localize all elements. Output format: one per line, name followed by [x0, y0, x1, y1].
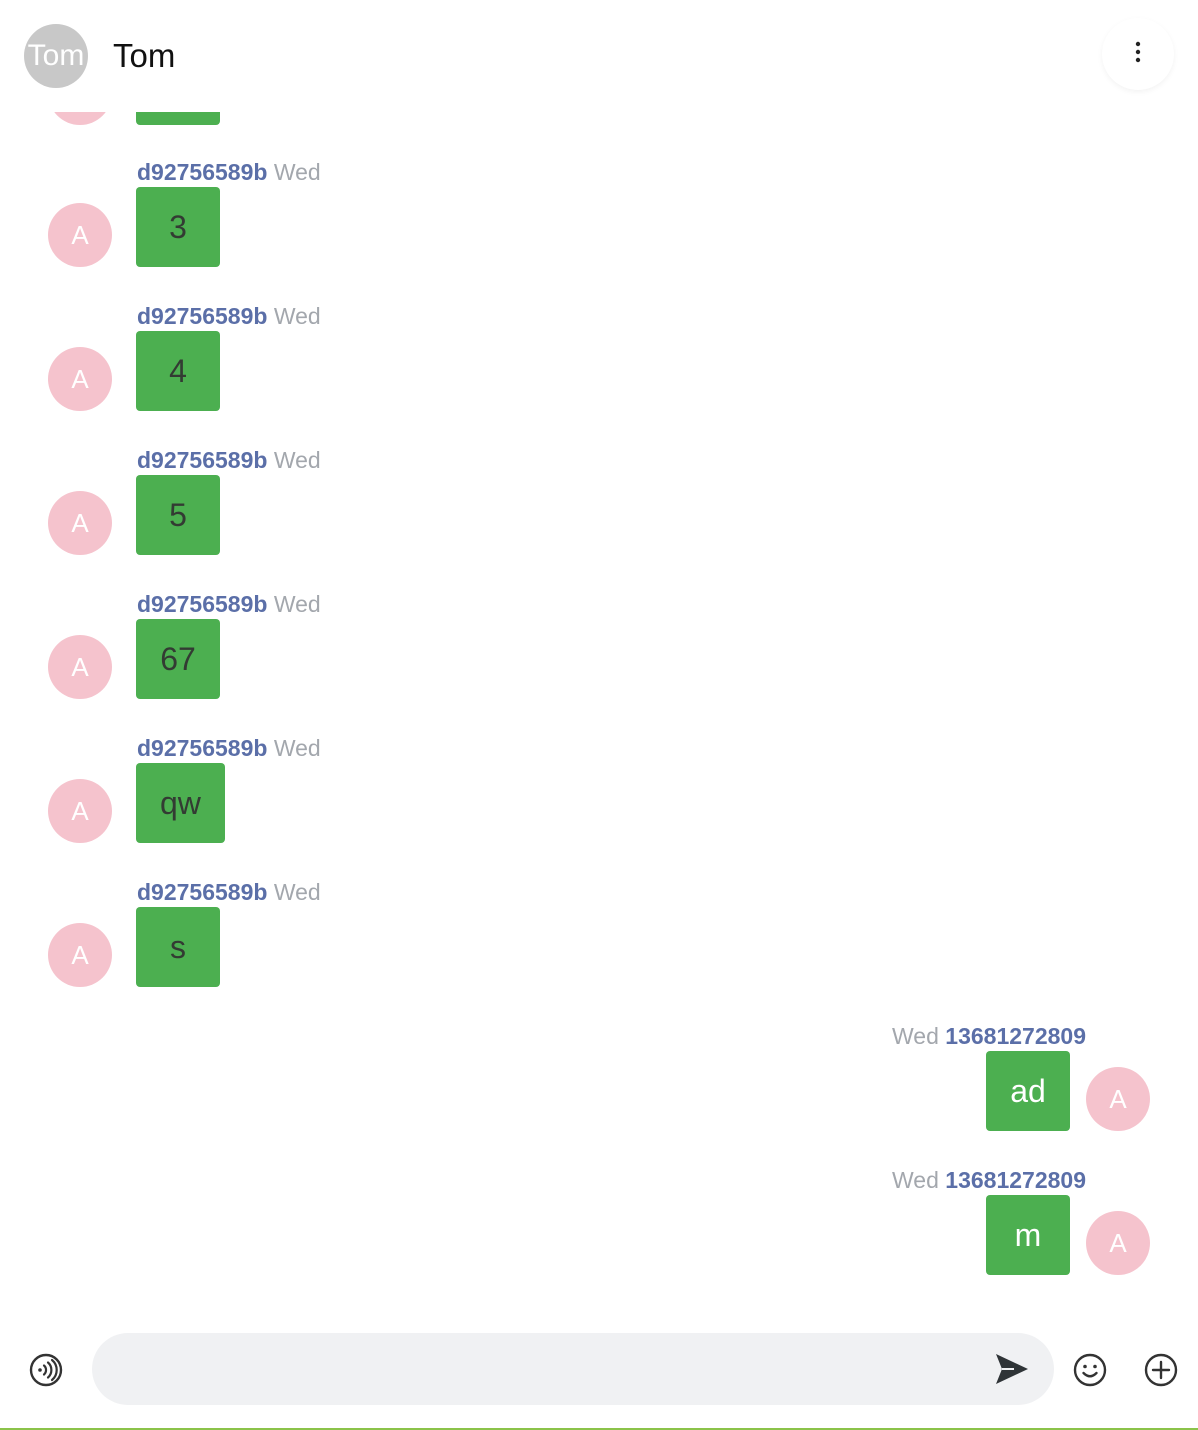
message-time: Wed — [273, 159, 321, 185]
page-title: Tom — [113, 37, 176, 74]
message-meta: Wed 13681272809 — [892, 1166, 1086, 1194]
sender-name[interactable]: 13681272809 — [945, 1023, 1086, 1049]
message-bubble[interactable]: qw — [136, 763, 225, 843]
avatar[interactable]: A — [48, 779, 112, 843]
more-vertical-icon — [1135, 41, 1141, 63]
avatar[interactable]: A — [48, 347, 112, 411]
sender-name[interactable]: d92756589b — [137, 735, 268, 761]
composer-bar — [0, 1310, 1198, 1430]
message-item: d92756589b Wed A s — [0, 878, 1198, 1022]
message-bubble[interactable]: ad — [986, 1051, 1070, 1131]
message-item-own: Wed 13681272809 m A — [0, 1166, 1198, 1310]
sender-name[interactable]: d92756589b — [137, 303, 268, 329]
message-meta: d92756589b Wed — [137, 302, 321, 330]
message-bubble[interactable]: m — [986, 1195, 1070, 1275]
sender-name[interactable]: d92756589b — [137, 447, 268, 473]
message-input[interactable] — [92, 1333, 1054, 1405]
message-item: d92756589b Wed A qw — [0, 734, 1198, 878]
avatar[interactable]: A — [1086, 1067, 1150, 1131]
avatar[interactable]: A — [1086, 1211, 1150, 1275]
message-meta: Wed 13681272809 — [892, 1022, 1086, 1050]
contact-avatar[interactable]: Tom — [24, 24, 88, 88]
sender-name[interactable]: 13681272809 — [945, 1167, 1086, 1193]
emoji-button[interactable] — [1072, 1352, 1108, 1388]
voice-button[interactable] — [28, 1352, 64, 1388]
message-meta: d92756589b Wed — [137, 590, 321, 618]
message-item: d92756589b Wed A 3 — [0, 158, 1198, 302]
sender-name[interactable]: d92756589b — [137, 879, 268, 905]
more-button[interactable] — [1102, 18, 1174, 90]
avatar[interactable]: A — [48, 491, 112, 555]
message-bubble[interactable]: 67 — [136, 619, 220, 699]
message-bubble[interactable]: 3 — [136, 187, 220, 267]
message-list[interactable]: d92756589b Wed A 3 d92756589b Wed A 4 d9… — [0, 0, 1198, 1310]
message-meta: d92756589b Wed — [137, 734, 321, 762]
message-meta: d92756589b Wed — [137, 446, 321, 474]
message-time: Wed — [892, 1167, 939, 1193]
add-button[interactable] — [1143, 1352, 1179, 1388]
avatar[interactable]: A — [48, 203, 112, 267]
message-bubble[interactable]: 4 — [136, 331, 220, 411]
message-meta: d92756589b Wed — [137, 158, 321, 186]
message-item: d92756589b Wed A 4 — [0, 302, 1198, 446]
avatar[interactable]: A — [48, 635, 112, 699]
message-time: Wed — [273, 447, 321, 473]
chat-header: Tom Tom — [0, 0, 1198, 112]
message-time: Wed — [273, 303, 321, 329]
message-item-own: Wed 13681272809 ad A — [0, 1022, 1198, 1166]
sender-name[interactable]: d92756589b — [137, 591, 268, 617]
message-bubble[interactable]: s — [136, 907, 220, 987]
message-meta: d92756589b Wed — [137, 878, 321, 906]
divider — [0, 1428, 1198, 1430]
message-time: Wed — [273, 735, 321, 761]
message-bubble[interactable]: 5 — [136, 475, 220, 555]
voice-icon — [29, 1353, 63, 1387]
avatar[interactable]: A — [48, 923, 112, 987]
send-button[interactable] — [990, 1348, 1032, 1390]
message-time: Wed — [892, 1023, 939, 1049]
message-item: d92756589b Wed A 5 — [0, 446, 1198, 590]
message-time: Wed — [273, 879, 321, 905]
send-icon — [996, 1354, 1028, 1384]
add-icon — [1144, 1353, 1178, 1387]
sender-name[interactable]: d92756589b — [137, 159, 268, 185]
emoji-icon — [1073, 1353, 1107, 1387]
message-item: d92756589b Wed A 67 — [0, 590, 1198, 734]
message-time: Wed — [273, 591, 321, 617]
